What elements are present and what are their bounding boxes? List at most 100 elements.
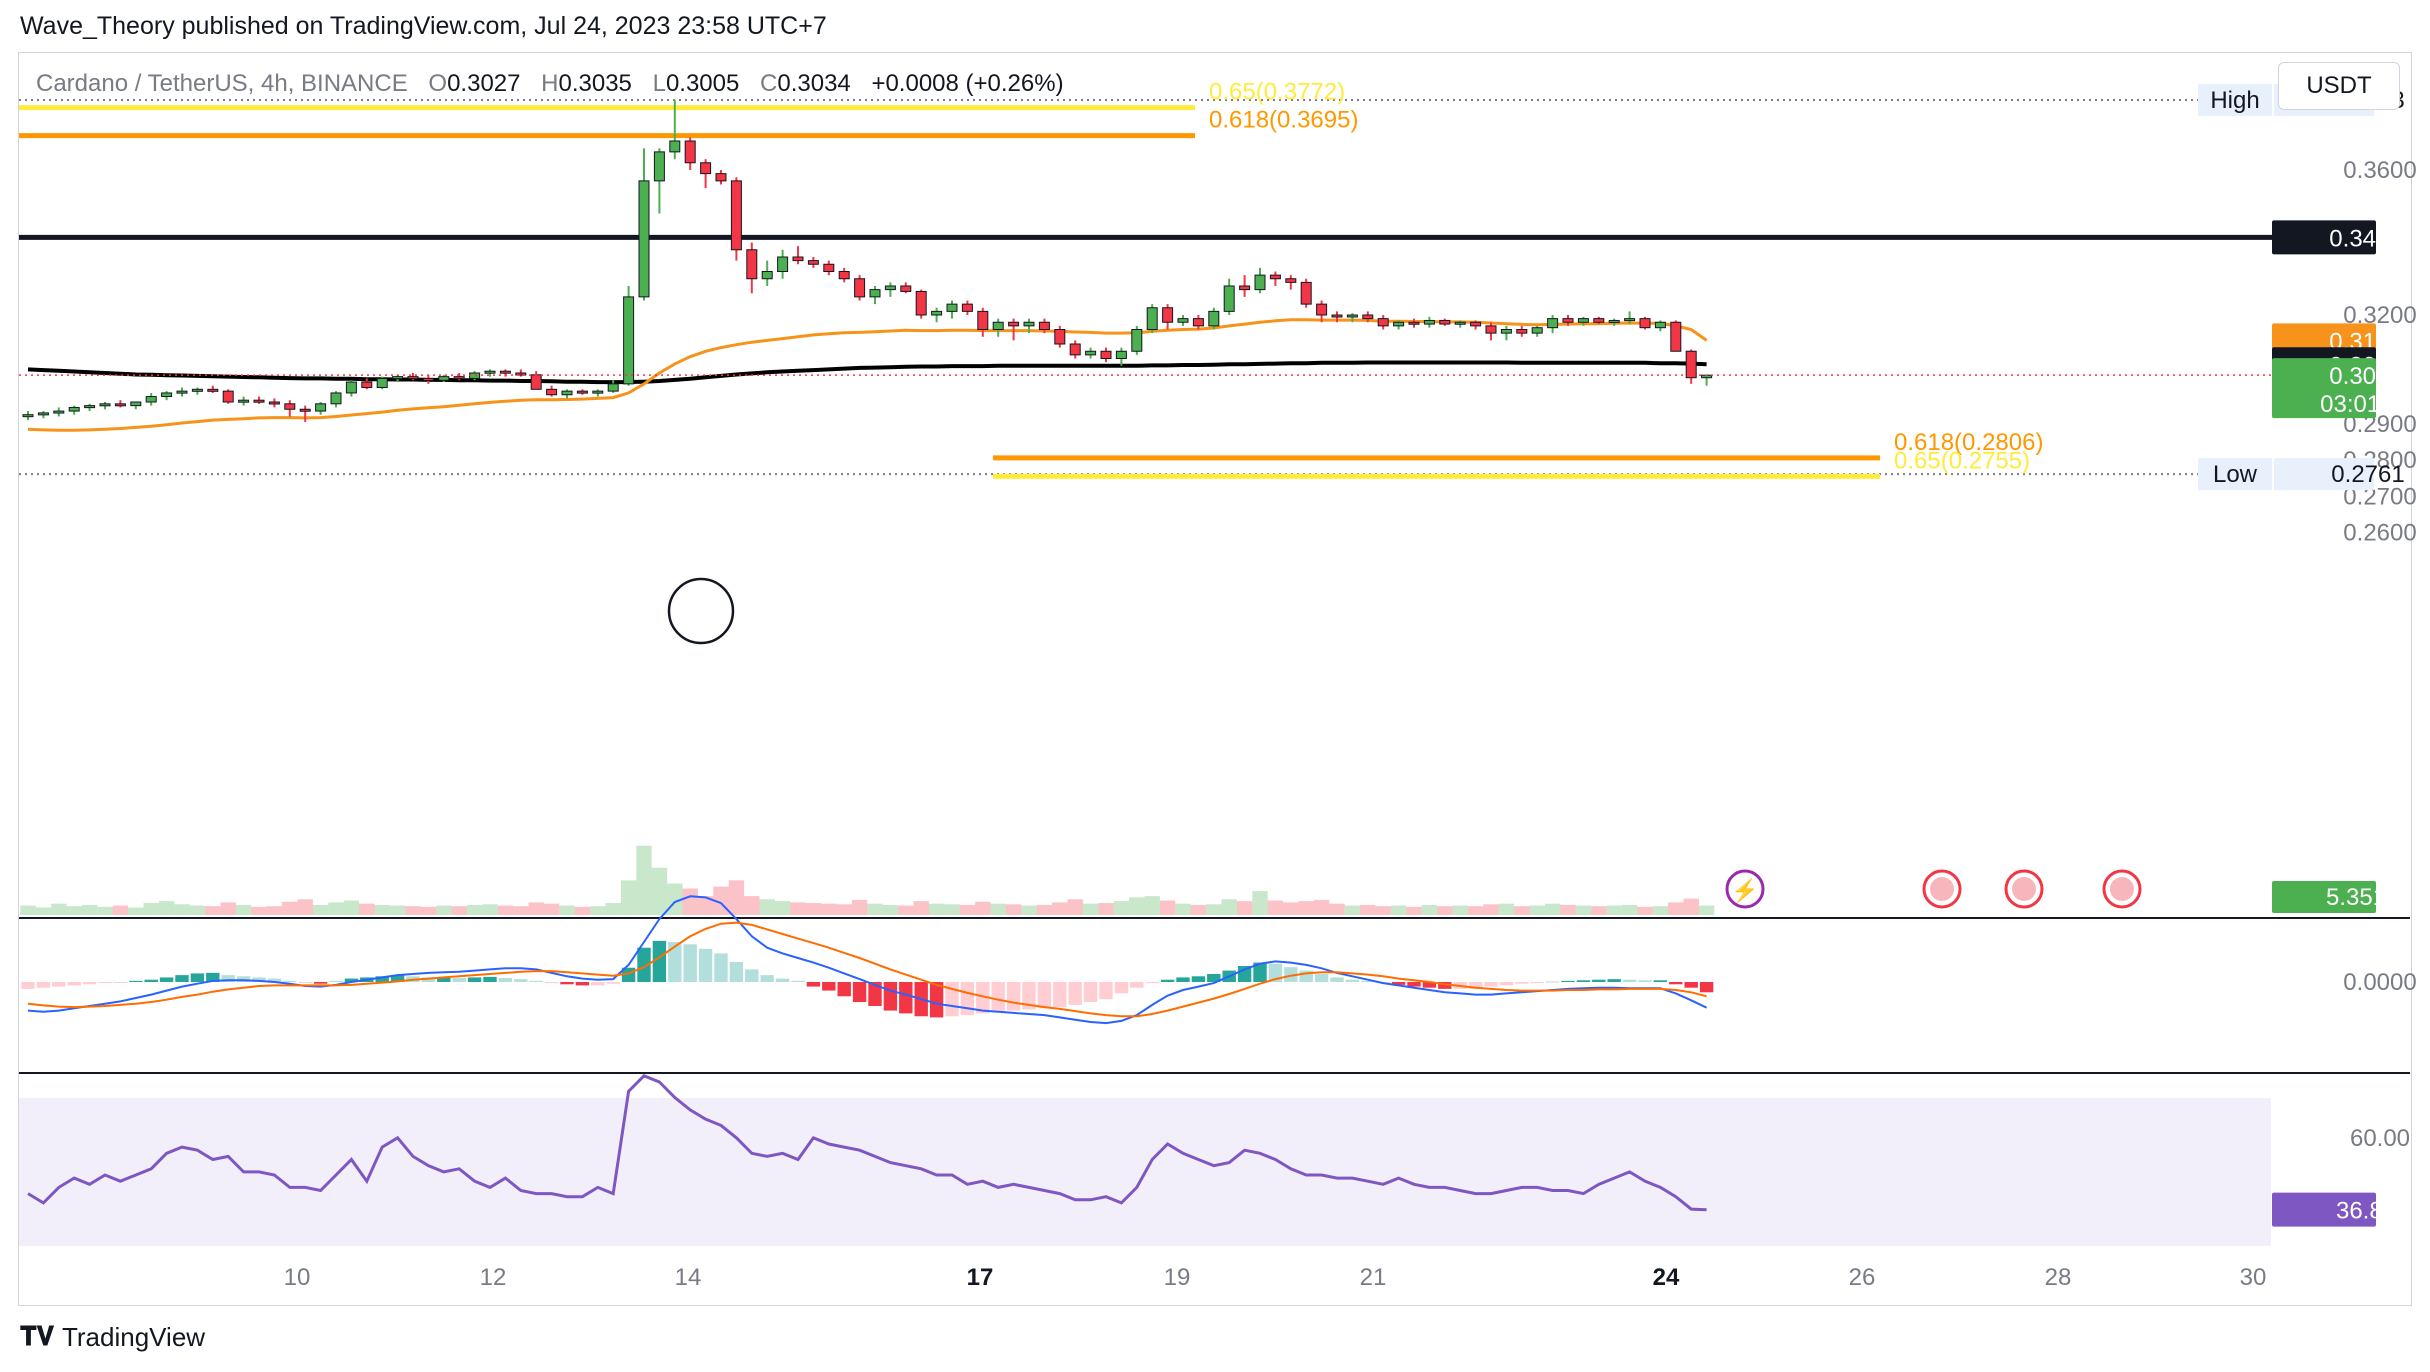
candle-body [838,271,850,280]
chart-frame[interactable] [18,52,2412,1306]
candle-body [592,390,604,394]
candle-body [1547,318,1559,329]
candle-body [854,278,866,298]
candle-body [361,381,373,388]
volume-bar [1344,905,1361,915]
macd-histogram-bar [1330,977,1344,982]
macd-histogram-bar [837,982,851,997]
volume-bar [898,905,914,915]
legend-high-label: H [541,70,559,97]
macd-histogram-bar [560,982,574,985]
volume-bar [451,906,467,915]
candle-body [884,285,896,291]
candle-body [530,374,542,390]
volume-bar [574,906,591,915]
candle-body [1146,307,1158,330]
macd-histogram-bar [1638,980,1652,982]
macd-histogram-bar [221,975,235,982]
volume-value: 5.351M [2326,884,2406,911]
tradingview-logo[interactable]: 𝐓𝐕 TradingView [20,1322,205,1353]
volume-bar [128,907,144,915]
crossover-marker [667,577,735,645]
candle-body [807,260,819,265]
candle-body [422,377,434,381]
volume-bar [697,896,714,915]
macd-histogram-bar [1530,982,1544,984]
x-tick-label: 21 [1360,1264,1387,1291]
candle-body [623,296,635,385]
macd-histogram-bar [175,975,189,982]
macd-histogram-bar [1361,980,1375,982]
candle-body [1223,285,1235,312]
volume-bar [805,903,822,915]
macd-histogram-bar [929,982,944,1018]
volume-bar [1082,903,1099,915]
flag-event-icon-inner [1930,877,1954,901]
candle-body [1470,321,1482,327]
macd-histogram-bar [1083,982,1098,1002]
candle-body [638,180,650,298]
macd-histogram-bar [190,973,205,982]
volume-bar [774,901,791,915]
macd-histogram-bar [1207,974,1221,982]
x-tick-label: 10 [284,1264,311,1291]
candle-body [1100,350,1112,359]
macd-histogram-bar [1068,982,1082,1005]
volume-bar [1360,904,1376,915]
macd-histogram-bar [313,982,328,984]
macd-histogram-bar [375,976,389,982]
candle-body [376,377,388,388]
volume-bar [389,905,406,915]
volume-bar [1221,899,1237,915]
candle-body [484,370,496,374]
candle-body [268,401,280,405]
volume-bar [1437,906,1453,915]
candle-body [1485,325,1497,334]
macd-histogram-bar [1130,982,1144,988]
macd-histogram-bar [899,982,913,1014]
macd-histogram-bar [1499,982,1514,986]
candle-body [145,396,157,403]
macd-histogram-bar [498,978,513,982]
candle-body [22,414,34,418]
macd-histogram-bar [991,982,1005,1012]
candle-body [1177,318,1189,323]
macd-histogram-bar [1145,982,1159,984]
volume-bar [97,906,113,915]
macd-histogram-bar [806,982,821,987]
macd-histogram-bar [575,982,590,986]
x-tick-label: 17 [967,1264,994,1291]
macd-histogram-bar [668,942,682,982]
macd-histogram-bar [421,977,436,982]
volume-tag [2272,881,2376,913]
volume-bar [1005,904,1022,915]
macd-histogram-bar [1438,982,1452,989]
volume-bar [466,904,483,915]
volume-bar [497,905,514,915]
macd-histogram-bar [236,976,251,982]
volume-bar [35,907,52,915]
y-tick-label: 0.3600 [2343,157,2416,184]
x-tick-label: 24 [1653,1264,1680,1291]
resistance-tag [2272,220,2376,255]
macd-line [27,895,1708,1025]
macd-histogram-bar [267,978,282,982]
currency-button[interactable]: USDT [2278,62,2400,110]
candle-body [1516,329,1528,334]
legend-low: 0.3005 [665,70,740,97]
volume-bar [482,904,498,915]
candle-body [315,403,327,412]
candle-body [1654,321,1666,329]
candle-body [438,376,450,381]
candle-body [1085,350,1097,356]
volume-bar [1206,904,1222,915]
volume-bar [651,867,668,915]
macd-histogram-bar [1684,982,1698,988]
volume-bar [1452,905,1468,915]
legend-high: 0.3035 [558,70,632,97]
macd-histogram-bar [206,972,220,982]
candle-body [238,399,250,403]
low-value: 0.2761 [2331,461,2404,488]
candle-body [761,271,773,280]
